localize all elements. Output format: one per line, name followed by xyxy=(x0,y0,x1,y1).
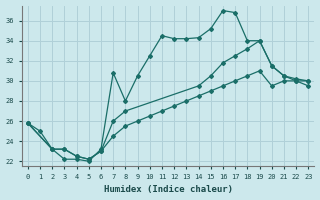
X-axis label: Humidex (Indice chaleur): Humidex (Indice chaleur) xyxy=(104,185,233,194)
